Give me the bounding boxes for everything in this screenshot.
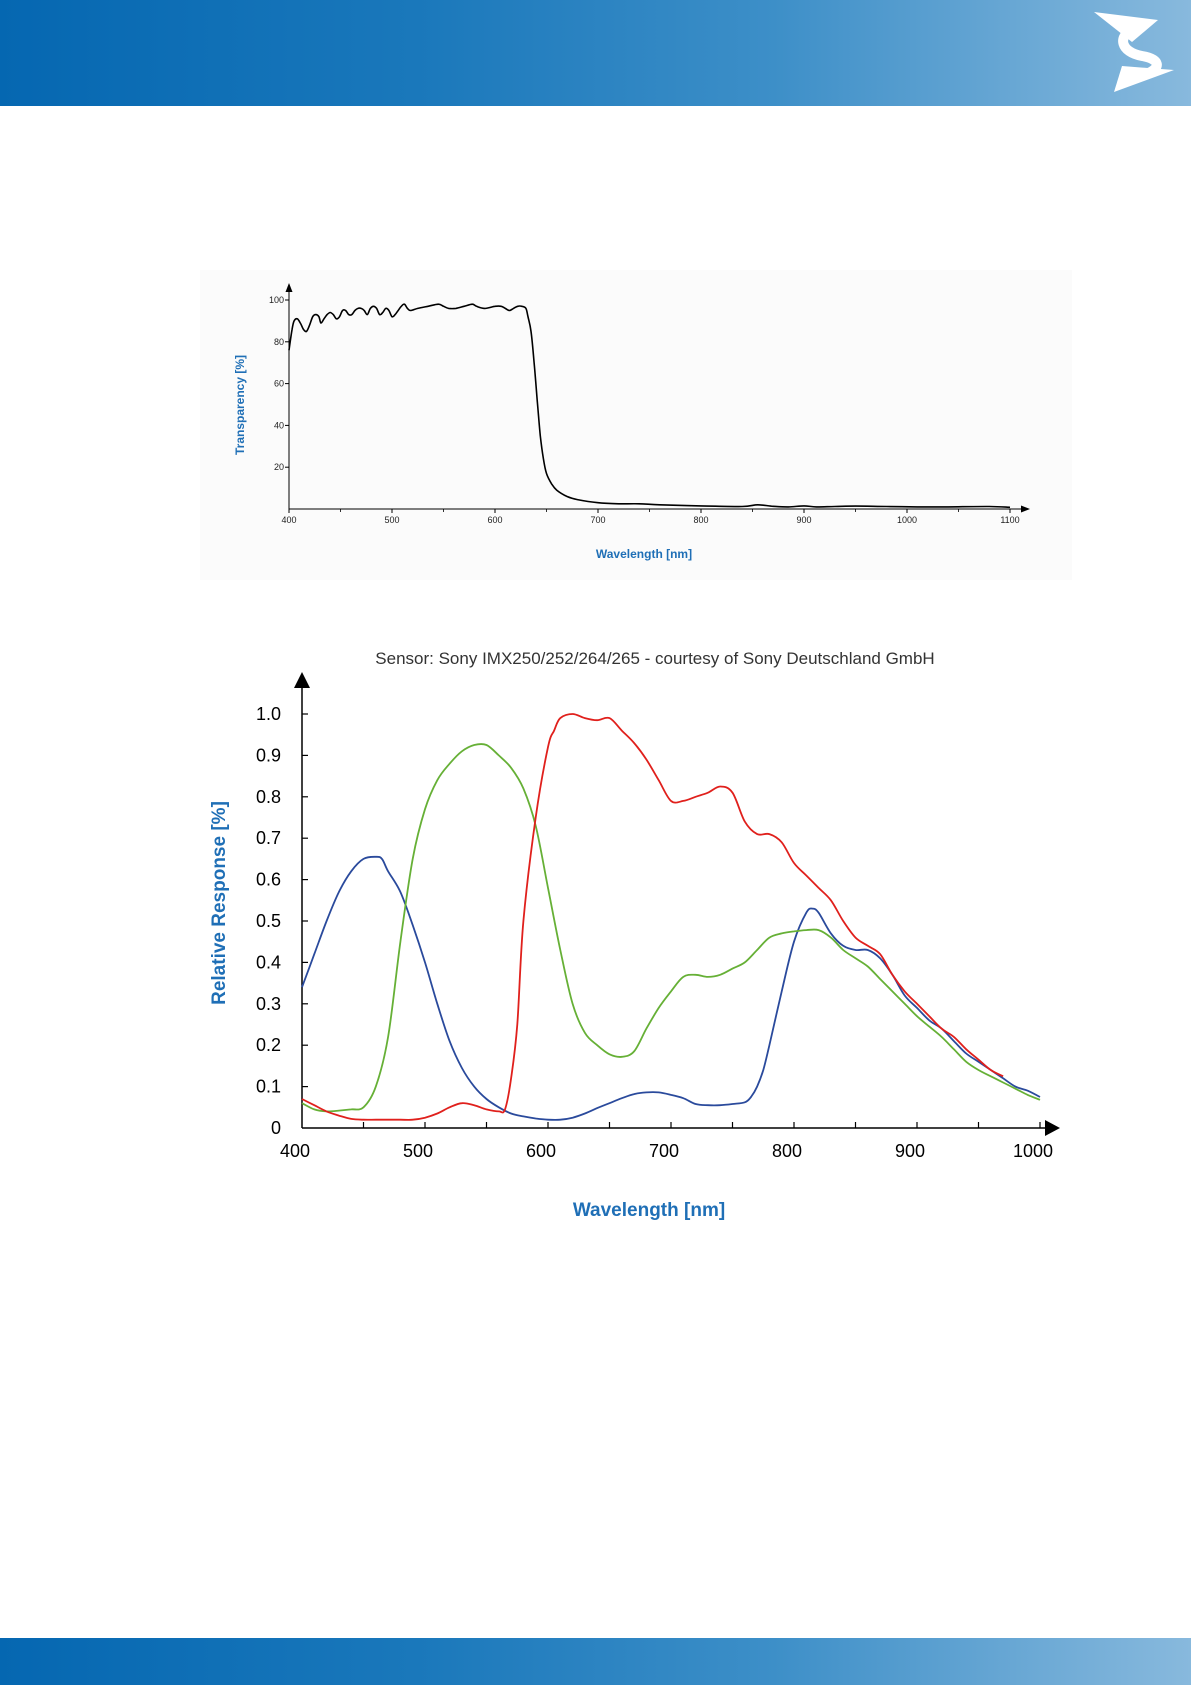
y-tick-label: 0.7 xyxy=(256,828,281,848)
x-axis-arrow xyxy=(1021,505,1030,513)
y-tick-label: 20 xyxy=(274,462,284,472)
y-axis-arrow xyxy=(294,672,310,688)
blue-response-line xyxy=(301,855,1041,1121)
chart-title: Sensor: Sony IMX250/252/264/265 - courte… xyxy=(375,649,934,668)
y-tick-label: 0.9 xyxy=(256,745,281,765)
y-axis-arrow xyxy=(285,283,293,292)
x-tick-label: 800 xyxy=(693,515,708,525)
x-tick-label: 1000 xyxy=(1013,1141,1053,1161)
y-tick-label: 100 xyxy=(269,295,284,305)
company-logo-icon xyxy=(1094,12,1174,92)
x-tick-label: 500 xyxy=(403,1141,433,1161)
y-tick-label: 0.5 xyxy=(256,911,281,931)
x-axis-arrow xyxy=(1045,1120,1060,1136)
x-tick-label: 500 xyxy=(384,515,399,525)
x-tick-label: 600 xyxy=(526,1141,556,1161)
x-axis-label: Wavelength [nm] xyxy=(596,547,692,561)
y-tick-label: 1.0 xyxy=(256,704,281,724)
x-tick-label: 400 xyxy=(281,515,296,525)
x-axis-label: Wavelength [nm] xyxy=(573,1200,725,1221)
red-response-line xyxy=(301,713,1004,1121)
green-response-line xyxy=(301,743,1041,1113)
x-tick-label: 700 xyxy=(590,515,605,525)
y-tick-label: 0.1 xyxy=(256,1077,281,1097)
footer-band xyxy=(0,1638,1191,1685)
x-tick-label: 800 xyxy=(772,1141,802,1161)
transparency-chart-panel xyxy=(200,270,1072,580)
x-tick-label: 900 xyxy=(796,515,811,525)
x-tick-label: 700 xyxy=(649,1141,679,1161)
y-tick-label: 0.3 xyxy=(256,994,281,1014)
y-axis-label: Transparency [%] xyxy=(233,355,247,455)
x-tick-label: 1000 xyxy=(897,515,917,525)
x-tick-label: 600 xyxy=(487,515,502,525)
y-tick-label: 0.2 xyxy=(256,1035,281,1055)
x-tick-label: 400 xyxy=(280,1141,310,1161)
transparency-chart: 400 500 600 700 800 900 1000 1100 20 40 60 80 100 Wav… xyxy=(233,283,1030,561)
x-tick-label: 900 xyxy=(895,1141,925,1161)
header-band xyxy=(0,0,1191,106)
y-tick-label: 0.6 xyxy=(256,870,281,890)
y-axis-label: Relative Response [%] xyxy=(209,801,230,1005)
transparency-series-line xyxy=(288,303,1011,509)
y-tick-label: 0.4 xyxy=(256,952,281,972)
y-tick-label: 80 xyxy=(274,337,284,347)
y-tick-label: 0.8 xyxy=(256,787,281,807)
y-tick-label: 40 xyxy=(274,420,284,430)
x-tick-label: 1100 xyxy=(1000,515,1019,525)
y-tick-label: 0 xyxy=(271,1118,281,1138)
y-tick-label: 60 xyxy=(274,379,284,389)
